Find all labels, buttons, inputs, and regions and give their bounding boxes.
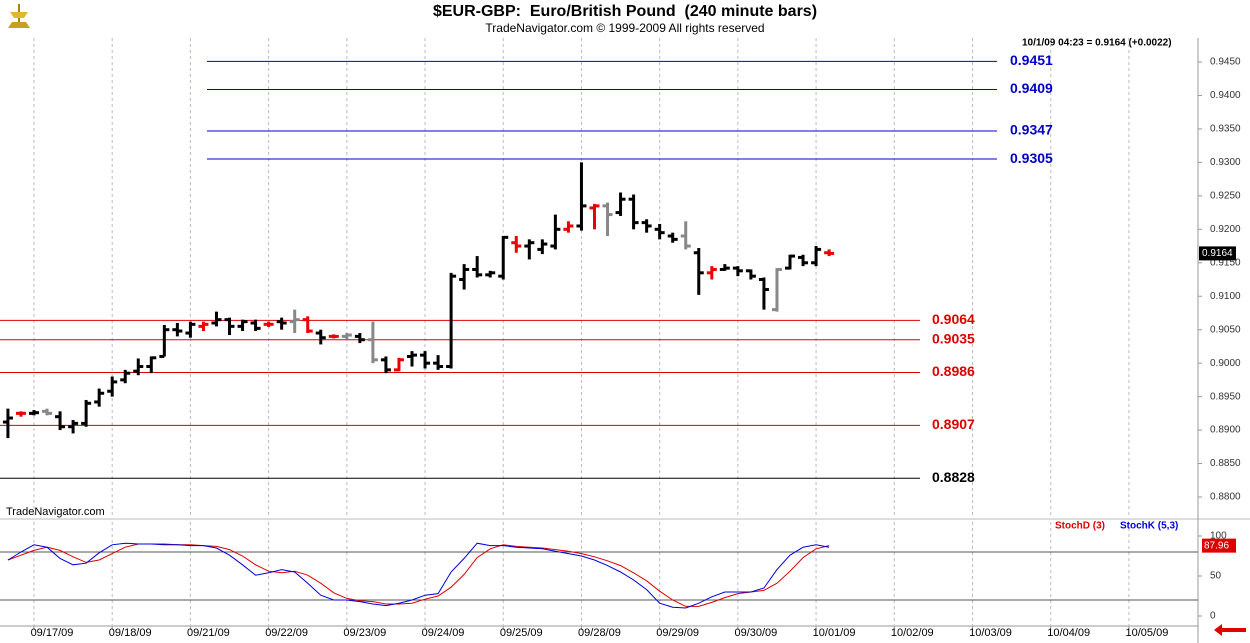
level-label: 0.9347 [1010,122,1053,138]
y-tick-label: 0.9450 [1210,57,1241,68]
watermark: TradeNavigator.com [6,506,105,518]
x-tick-label: 09/23/09 [343,627,386,639]
y-tick-label: 0.9000 [1210,358,1241,369]
x-tick-label: 09/28/09 [578,627,621,639]
level-label: 0.9305 [1010,150,1053,166]
level-label: 0.8986 [932,363,975,379]
x-tick-label: 10/03/09 [969,627,1012,639]
y-tick-label: 0.8950 [1210,391,1241,402]
legend-entry: StochK (5,3) [1120,521,1178,532]
x-tick-label: 09/25/09 [500,627,543,639]
y-tick-label: 0.9200 [1210,224,1241,235]
y-tick-label: 0.8850 [1210,458,1241,469]
legend-entry: StochD (3) [1055,521,1105,532]
x-tick-label: 09/18/09 [109,627,152,639]
last-value-box [1199,246,1236,261]
level-label: 0.9409 [1010,80,1053,96]
y-tick-label: 0.9300 [1210,157,1241,168]
chart-subtitle: TradeNavigator.com © 1999-2009 All right… [485,21,764,35]
x-tick-label: 10/01/09 [813,627,856,639]
y-tick-label: 0.9150 [1210,257,1241,268]
x-tick-label: 09/22/09 [265,627,308,639]
y-tick-label: 0.8800 [1210,492,1241,503]
y-tick-label: 0.9100 [1210,291,1241,302]
info-text: 10/1/09 04:23 = 0.9164 (+0.0022) [1022,38,1172,49]
y-tick-label: 0.9350 [1210,124,1241,135]
y-tick-label: 0.9250 [1210,191,1241,202]
x-tick-label: 09/29/09 [656,627,699,639]
logo-icon [8,4,30,28]
level-label: 0.9035 [932,330,975,346]
x-tick-label: 09/24/09 [422,627,465,639]
y-tick-label: 0.9050 [1210,324,1241,335]
x-tick-label: 09/17/09 [31,627,74,639]
x-tick-label: 09/21/09 [187,627,230,639]
series-line [7,542,830,609]
x-tick-label: 09/30/09 [734,627,777,639]
level-label: 0.8907 [932,416,975,432]
y-tick-label: 0 [1210,611,1216,622]
y-tick-label: 0.8900 [1210,425,1241,436]
y-tick-label: 50 [1210,571,1222,582]
y-tick-label: 100 [1210,531,1227,542]
level-label: 0.9451 [1010,52,1053,68]
y-tick-label: 0.9400 [1210,90,1241,101]
chart-title: $EUR-GBP: Euro/British Pound (240 minute… [433,3,817,20]
level-label: 0.8828 [932,469,975,485]
last-value-label: 87.96 [1204,540,1229,551]
x-tick-label: 10/02/09 [891,627,934,639]
scroll-arrow[interactable] [1214,624,1246,636]
level-label: 0.9064 [932,311,975,327]
last-value-label: 0.9164 [1202,248,1233,259]
x-tick-label: 10/05/09 [1126,627,1169,639]
last-value-box [1202,538,1236,553]
x-tick-label: 10/04/09 [1047,627,1090,639]
